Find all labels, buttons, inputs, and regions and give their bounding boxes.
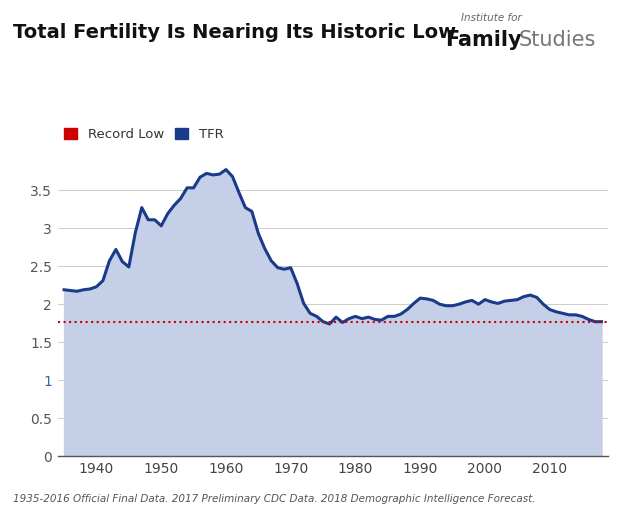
Text: Family: Family: [445, 30, 522, 50]
Text: 1935-2016 Official Final Data. 2017 Preliminary CDC Data. 2018 Demographic Intel: 1935-2016 Official Final Data. 2017 Prel…: [13, 494, 535, 504]
Text: Institute for: Institute for: [461, 13, 522, 23]
Text: Total Fertility Is Nearing Its Historic Low: Total Fertility Is Nearing Its Historic …: [13, 23, 456, 42]
Text: Studies: Studies: [518, 30, 596, 50]
Legend: Record Low, TFR: Record Low, TFR: [64, 128, 223, 141]
